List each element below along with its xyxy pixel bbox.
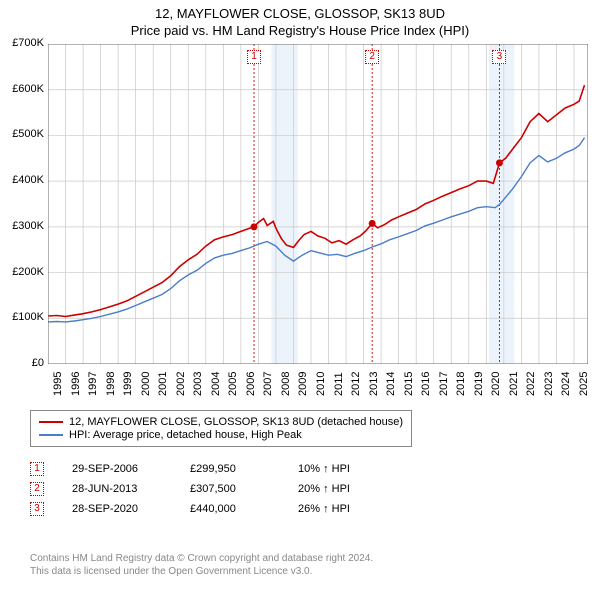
chart-svg [48,44,588,364]
y-tick-label: £400K [12,174,44,186]
x-tick-label: 1995 [52,372,64,396]
chart-plot-area [48,44,588,364]
x-tick-label: 2013 [368,372,380,396]
x-tick-label: 1997 [87,372,99,396]
x-tick-label: 2018 [455,372,467,396]
x-tick-label: 2020 [490,372,502,396]
sale-date: 29-SEP-2006 [72,463,162,475]
footer-line-2: This data is licensed under the Open Gov… [30,565,373,578]
legend-swatch [39,421,63,423]
x-tick-label: 2008 [280,372,292,396]
sales-table: 1 29-SEP-2006 £299,950 10% ↑ HPI 2 28-JUN-201… [30,456,398,522]
y-tick-label: £200K [12,266,44,278]
x-tick-label: 2015 [403,372,415,396]
x-tick-label: 2002 [175,372,187,396]
title-area: 12, MAYFLOWER CLOSE, GLOSSOP, SK13 8UD P… [0,0,600,38]
x-tick-label: 2006 [245,372,257,396]
y-tick-label: £0 [32,357,44,369]
x-tick-label: 2019 [473,372,485,396]
title-address: 12, MAYFLOWER CLOSE, GLOSSOP, SK13 8UD [0,6,600,21]
sale-marker-index: 1 [247,50,261,64]
sale-row: 2 28-JUN-2013 £307,500 20% ↑ HPI [30,482,398,496]
footer-line-1: Contains HM Land Registry data © Crown c… [30,552,373,565]
attribution-footer: Contains HM Land Registry data © Crown c… [30,552,373,578]
x-tick-label: 2000 [140,372,152,396]
x-tick-label: 2003 [192,372,204,396]
y-tick-label: £300K [12,220,44,232]
x-tick-label: 2001 [157,372,169,396]
sale-marker-index: 3 [492,50,506,64]
sale-pct-vs-hpi: 10% ↑ HPI [298,463,398,475]
sale-price: £440,000 [190,503,270,515]
legend-row: HPI: Average price, detached house, High… [39,429,403,441]
sale-idx: 2 [30,482,44,496]
sale-date: 28-JUN-2013 [72,483,162,495]
x-tick-label: 2014 [385,372,397,396]
x-tick-label: 2025 [578,372,590,396]
x-tick-label: 2011 [333,372,345,396]
x-tick-label: 2005 [227,372,239,396]
x-tick-label: 1996 [70,372,82,396]
x-tick-label: 2022 [525,372,537,396]
sale-price: £307,500 [190,483,270,495]
legend-label: HPI: Average price, detached house, High… [69,429,302,441]
sale-row: 3 28-SEP-2020 £440,000 26% ↑ HPI [30,502,398,516]
x-tick-label: 2024 [560,372,572,396]
sale-row: 1 29-SEP-2006 £299,950 10% ↑ HPI [30,462,398,476]
x-tick-label: 2016 [420,372,432,396]
x-tick-label: 2007 [262,372,274,396]
x-tick-label: 2010 [315,372,327,396]
x-tick-label: 2017 [438,372,450,396]
legend: 12, MAYFLOWER CLOSE, GLOSSOP, SK13 8UD (… [30,410,412,447]
legend-swatch [39,434,63,436]
y-tick-label: £500K [12,128,44,140]
sale-marker-index: 2 [365,50,379,64]
x-tick-label: 2009 [297,372,309,396]
sale-idx: 1 [30,462,44,476]
x-tick-label: 2023 [543,372,555,396]
sale-date: 28-SEP-2020 [72,503,162,515]
x-axis-labels: 1995 1996 1997 1998 1999 2000 2001 2002 2003 2004… [48,366,588,406]
x-tick-label: 1998 [105,372,117,396]
y-tick-label: £600K [12,83,44,95]
legend-label: 12, MAYFLOWER CLOSE, GLOSSOP, SK13 8UD (… [69,416,403,428]
title-subtitle: Price paid vs. HM Land Registry's House … [0,23,600,38]
legend-row: 12, MAYFLOWER CLOSE, GLOSSOP, SK13 8UD (… [39,416,403,428]
x-tick-label: 2004 [210,372,222,396]
x-tick-label: 1999 [122,372,134,396]
x-tick-label: 2021 [508,372,520,396]
y-tick-label: £100K [12,311,44,323]
sale-price: £299,950 [190,463,270,475]
sale-pct-vs-hpi: 20% ↑ HPI [298,483,398,495]
sale-pct-vs-hpi: 26% ↑ HPI [298,503,398,515]
x-tick-label: 2012 [350,372,362,396]
sale-idx: 3 [30,502,44,516]
y-tick-label: £700K [12,37,44,49]
chart-figure: 12, MAYFLOWER CLOSE, GLOSSOP, SK13 8UD P… [0,0,600,590]
